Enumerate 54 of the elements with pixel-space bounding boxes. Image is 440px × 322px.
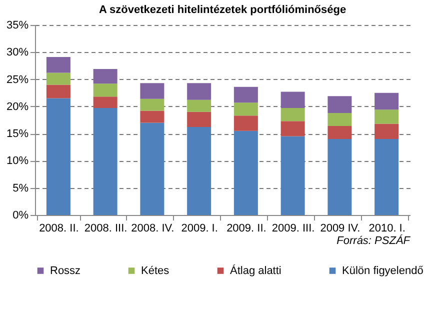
bar xyxy=(140,98,164,111)
y-tick-label: 0% xyxy=(12,210,29,222)
legend-label: Külön figyelendő xyxy=(342,264,424,277)
bar xyxy=(328,139,352,215)
y-tick-label: 30% xyxy=(6,46,29,59)
x-tick-label: 2008. III. xyxy=(84,222,128,234)
bar xyxy=(374,110,399,124)
y-tick-label: 10% xyxy=(6,155,29,168)
y-tick-label: 15% xyxy=(6,128,29,140)
legend-label: Kétes xyxy=(141,264,170,277)
bar xyxy=(140,83,164,99)
x-tick-label: 2009. II. xyxy=(226,222,266,234)
bar xyxy=(140,110,164,123)
bar xyxy=(93,108,118,215)
bar xyxy=(46,84,70,98)
bar xyxy=(187,112,212,128)
bar xyxy=(280,136,305,215)
x-tick-label: 2008. IV. xyxy=(131,222,174,234)
bar xyxy=(234,86,258,103)
y-tick-label: 20% xyxy=(6,100,29,113)
bar xyxy=(187,127,212,215)
bar xyxy=(46,57,70,73)
bar xyxy=(234,130,258,215)
bar xyxy=(93,84,118,97)
bar xyxy=(46,72,70,85)
bar xyxy=(328,96,352,113)
x-tick-label: 2009. III. xyxy=(272,222,315,234)
bar xyxy=(187,83,212,100)
bar xyxy=(46,98,70,215)
bar xyxy=(374,92,399,110)
x-tick-label: 2009. I. xyxy=(181,222,218,234)
x-tick-label: 2008. II. xyxy=(39,222,79,234)
bar xyxy=(93,96,118,108)
chart-title: A szövetkezeti hitelintézetek portfólióminősége xyxy=(98,4,346,16)
bar xyxy=(374,139,399,215)
y-tick-label: 35% xyxy=(6,20,29,32)
x-tick-label: 2009 IV. xyxy=(320,222,360,234)
bar xyxy=(374,124,399,139)
bar xyxy=(93,68,118,84)
bar xyxy=(140,122,164,215)
bar xyxy=(328,126,352,139)
x-tick-label: 2010. I. xyxy=(368,222,406,234)
legend-label: Rossz xyxy=(50,264,81,277)
y-tick-label: 5% xyxy=(12,182,29,194)
bar xyxy=(280,121,305,136)
bar xyxy=(234,102,258,116)
legend-label: Átlag alatti xyxy=(230,264,282,277)
bar xyxy=(234,116,258,131)
y-tick-label: 25% xyxy=(6,74,29,86)
bar xyxy=(280,92,305,108)
bar xyxy=(328,112,352,126)
bar xyxy=(187,100,212,112)
bar xyxy=(280,108,305,122)
text: Forrás: PSZÁF xyxy=(336,234,412,247)
